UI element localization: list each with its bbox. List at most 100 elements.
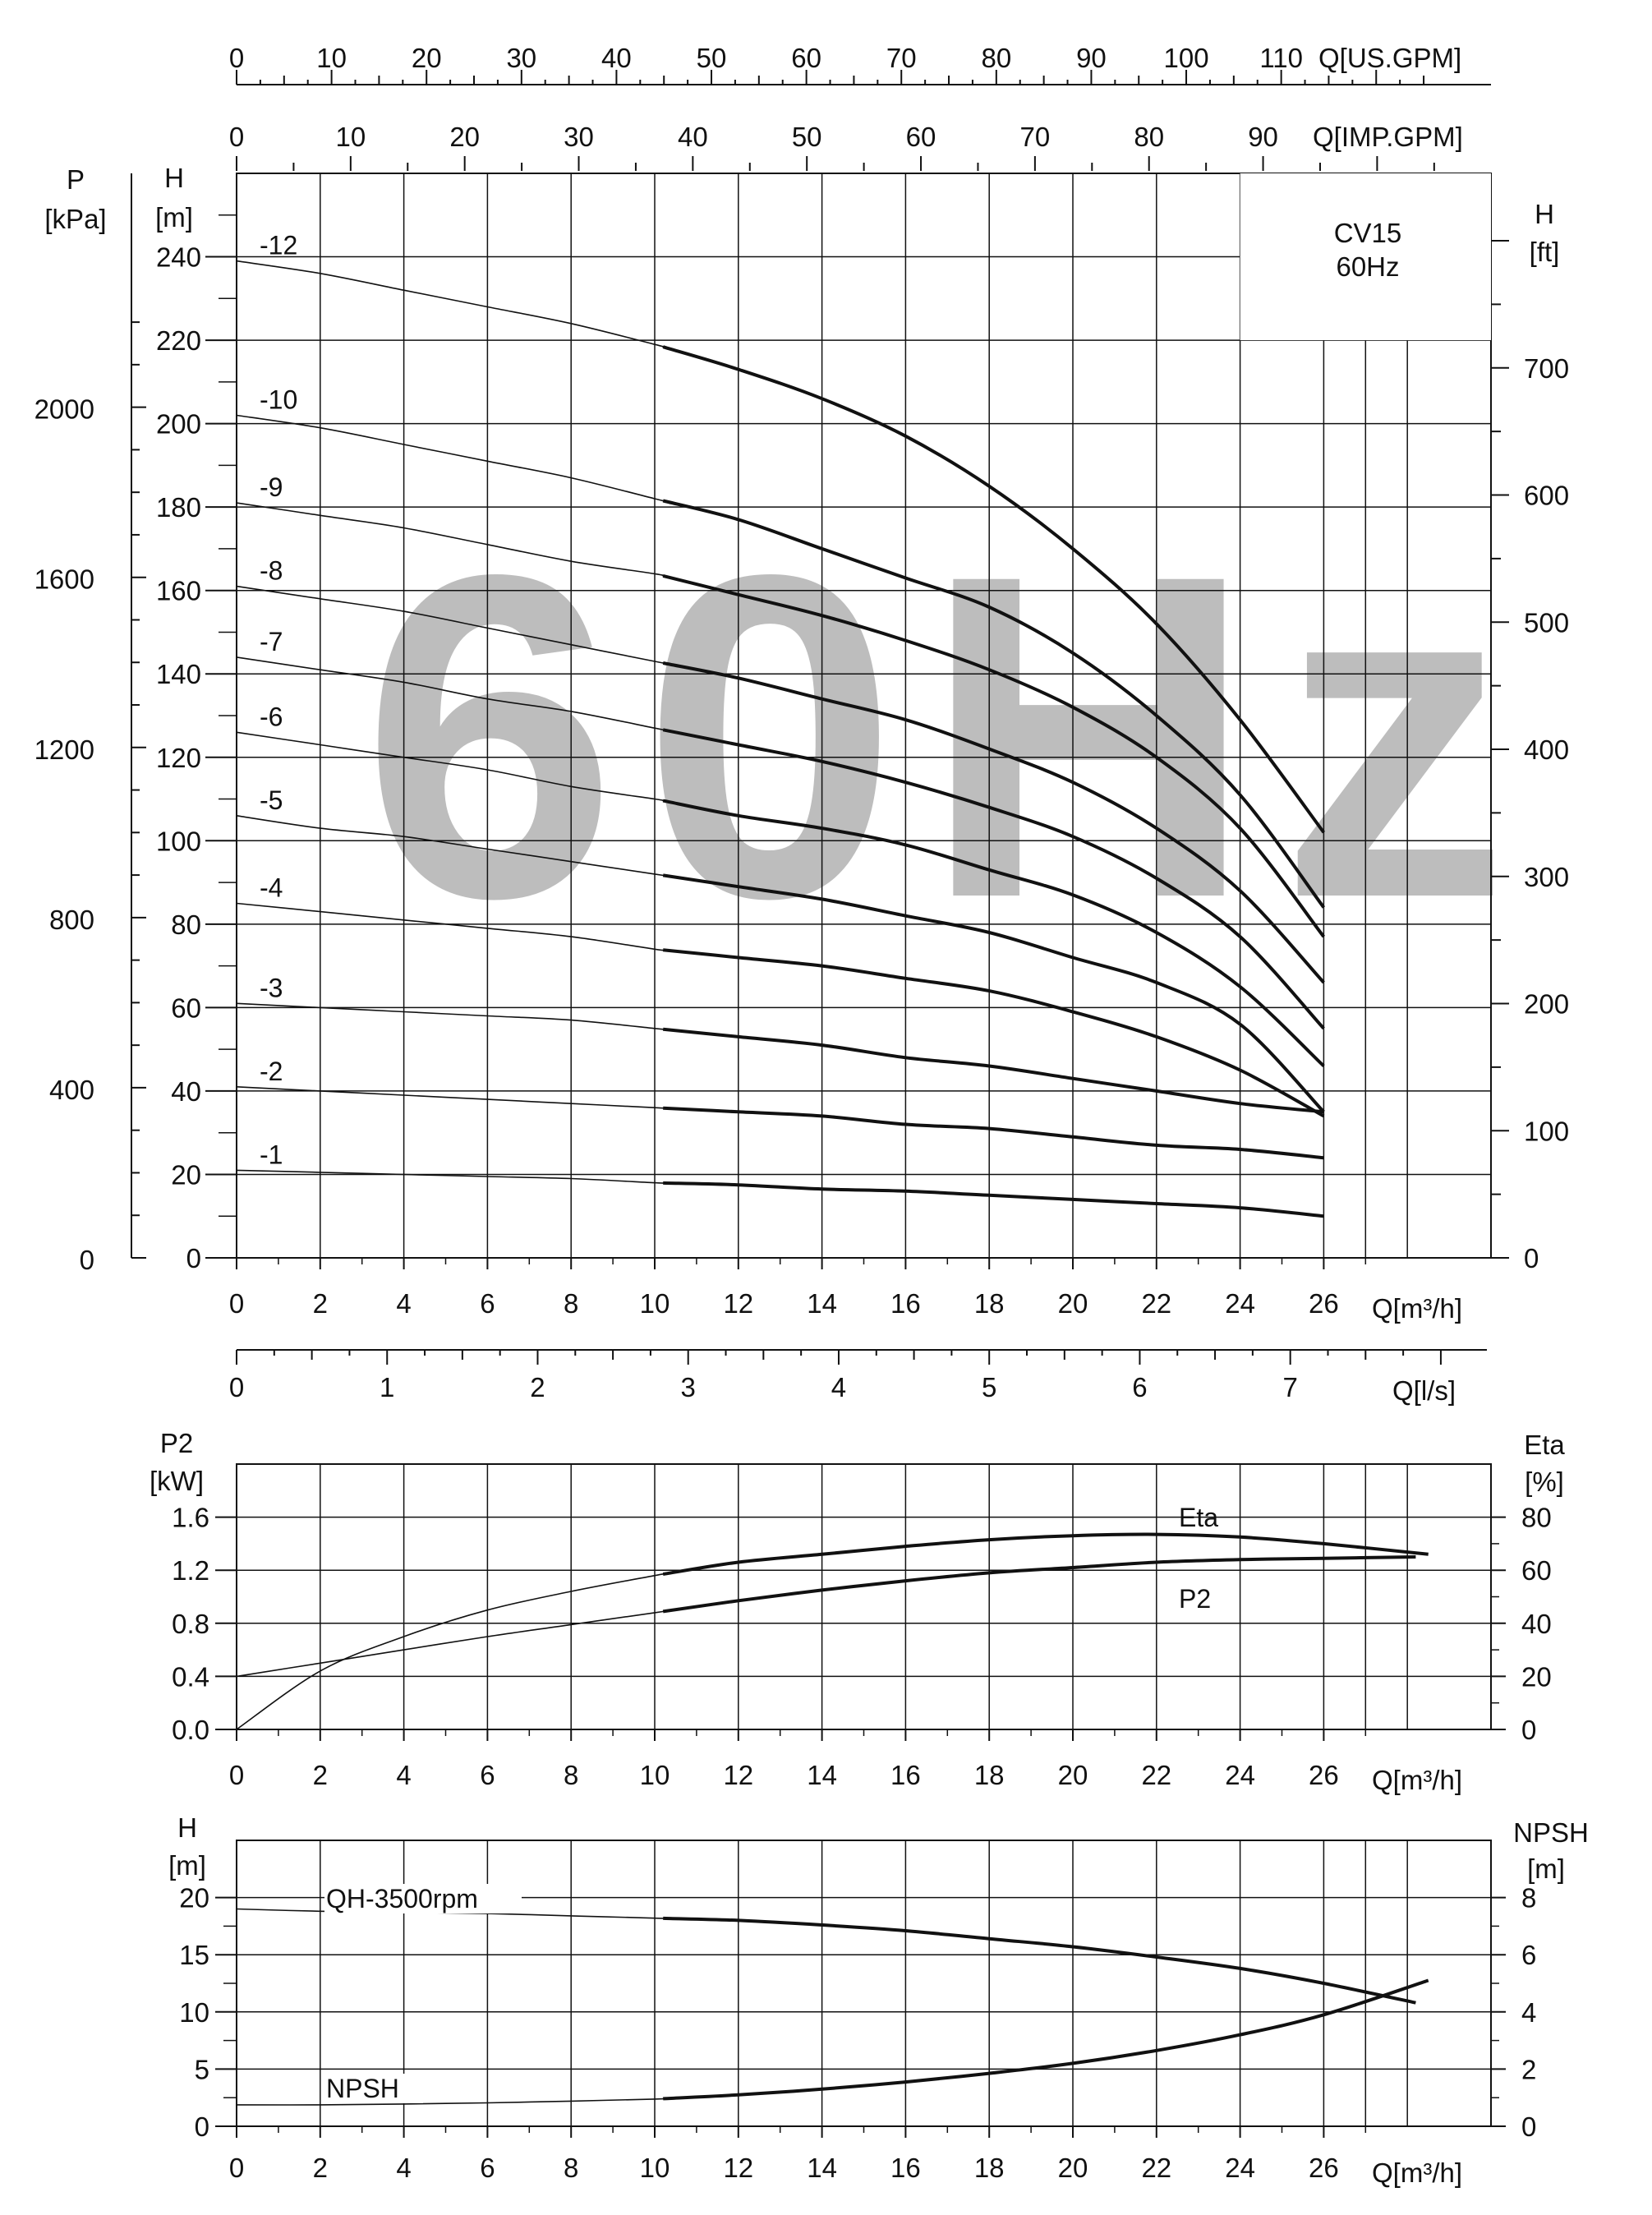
npsh-q-tick-label: 10 bbox=[640, 2153, 670, 2183]
qh-curve-thick-7 bbox=[663, 948, 1325, 1118]
p2-axis-tick-label: 1.6 bbox=[172, 1503, 209, 1533]
npsh-q-tick-label: 6 bbox=[480, 2153, 495, 2183]
p2eta-curve-thick-0 bbox=[662, 1532, 1429, 1576]
imp-gpm-tick-label: 20 bbox=[449, 122, 480, 152]
eta-curve-label: Eta bbox=[1179, 1503, 1218, 1532]
qh3500-axis-unit: [m] bbox=[168, 1850, 206, 1881]
title-block: CV15 60Hz bbox=[1334, 218, 1402, 282]
eta-axis-tick-label: 20 bbox=[1521, 1661, 1552, 1692]
title-block-frame bbox=[1240, 173, 1491, 341]
p2-axis-tick-label: 1.2 bbox=[172, 1555, 209, 1586]
eta-axis-tick-label: 0 bbox=[1521, 1715, 1536, 1745]
p2-axis-unit: [kW] bbox=[150, 1466, 204, 1496]
us-gpm-tick-label: 0 bbox=[229, 43, 244, 73]
npsh-axis-tick-label: 2 bbox=[1521, 2054, 1536, 2084]
imp-gpm-tick-label: 10 bbox=[335, 122, 366, 152]
h-axis-tick-label: 60 bbox=[171, 992, 201, 1023]
qhnpsh-curve-thick-1 bbox=[663, 1978, 1429, 2101]
ls-axis-tick-label: 3 bbox=[681, 1372, 696, 1402]
npsh-q-tick-label: 14 bbox=[807, 2153, 837, 2183]
ft-axis-tick-label: 600 bbox=[1524, 481, 1569, 511]
npsh-axis-title: NPSH bbox=[1513, 1817, 1589, 1848]
qh-curve-thin-9 bbox=[236, 1086, 665, 1109]
p2-axis-tick-label: 0.4 bbox=[172, 1661, 209, 1692]
qh-curve-thick-1 bbox=[662, 499, 1326, 909]
qh-curve-thin-1 bbox=[236, 414, 665, 502]
qh-curve-thin-5 bbox=[236, 731, 665, 802]
p2eta-curve-thick-1 bbox=[662, 1555, 1416, 1614]
ft-axis-tick-label: 500 bbox=[1524, 607, 1569, 638]
pressure-axis-unit: [kPa] bbox=[44, 204, 106, 234]
npsh-curve-label: NPSH bbox=[326, 2074, 399, 2103]
stage-curve-label: -1 bbox=[260, 1140, 283, 1169]
p2-axis-tick-label: 0.0 bbox=[172, 1715, 209, 1745]
qh-curve-thin-0 bbox=[236, 260, 665, 348]
qh-curve-thin-7 bbox=[236, 902, 665, 951]
p2-q-tick-label: 12 bbox=[723, 1760, 753, 1790]
ls-axis-tick-label: 7 bbox=[1283, 1372, 1298, 1402]
qh-curve-thin-2 bbox=[236, 502, 665, 577]
ls-axis-tick-label: 6 bbox=[1132, 1372, 1147, 1402]
npsh-axis-tick-label: 8 bbox=[1521, 1883, 1536, 1913]
eta-axis-tick-label: 40 bbox=[1521, 1609, 1552, 1639]
npsh-axis-tick-label: 6 bbox=[1521, 1940, 1536, 1970]
p2-q-axis-title: Q[m³/h] bbox=[1372, 1765, 1462, 1795]
stage-curve-label: -7 bbox=[260, 627, 283, 656]
qh-curve-thin-4 bbox=[236, 656, 665, 731]
ls-axis-tick-label: 1 bbox=[380, 1372, 394, 1402]
q-axis-tick-label: 22 bbox=[1141, 1288, 1171, 1319]
pressure-axis-tick-label: 400 bbox=[49, 1075, 94, 1105]
pressure-axis-tick-label: 1200 bbox=[35, 734, 94, 765]
us-gpm-tick-label: 40 bbox=[601, 43, 632, 73]
pressure-axis-tick-label: 800 bbox=[49, 905, 94, 935]
q-axis-tick-label: 14 bbox=[807, 1288, 837, 1319]
ls-axis-tick-label: 4 bbox=[831, 1372, 846, 1402]
q-axis-tick-label: 4 bbox=[396, 1288, 411, 1319]
qh-curve-thick-5 bbox=[662, 799, 1325, 1067]
imp-gpm-axis-title: Q[IMP.GPM] bbox=[1313, 122, 1463, 152]
us-gpm-tick-label: 50 bbox=[697, 43, 727, 73]
ft-axis-unit: [ft] bbox=[1530, 237, 1560, 267]
p2-q-tick-label: 16 bbox=[890, 1760, 921, 1790]
us-gpm-tick-label: 10 bbox=[316, 43, 347, 73]
qh-curve-thin-3 bbox=[236, 585, 665, 665]
npsh-q-tick-label: 8 bbox=[564, 2153, 578, 2183]
imp-gpm-tick-label: 30 bbox=[564, 122, 594, 152]
stage-curve-label: -12 bbox=[260, 231, 297, 260]
imp-gpm-tick-label: 80 bbox=[1134, 122, 1164, 152]
imp-gpm-tick-label: 0 bbox=[229, 122, 244, 152]
p2-q-tick-label: 22 bbox=[1141, 1760, 1171, 1790]
us-gpm-axis-title: Q[US.GPM] bbox=[1318, 43, 1461, 73]
qh3500-axis-tick-label: 20 bbox=[179, 1883, 209, 1913]
p2-axis-title: P2 bbox=[160, 1428, 193, 1458]
npsh-q-tick-label: 22 bbox=[1141, 2153, 1171, 2183]
qh3500-axis-title: H bbox=[177, 1812, 197, 1843]
npsh-q-tick-label: 12 bbox=[723, 2153, 753, 2183]
q-axis-tick-label: 18 bbox=[974, 1288, 1005, 1319]
npsh-q-tick-label: 16 bbox=[890, 2153, 921, 2183]
p2-axis-tick-label: 0.8 bbox=[172, 1609, 209, 1639]
us-gpm-tick-label: 80 bbox=[981, 43, 1011, 73]
qh-curve-thick-8 bbox=[663, 1027, 1324, 1114]
p2-q-tick-label: 8 bbox=[564, 1760, 578, 1790]
p2-plot-frame bbox=[236, 1463, 1492, 1730]
qh3500-axis-tick-label: 0 bbox=[195, 2111, 209, 2142]
qh-curve-thick-10 bbox=[663, 1181, 1324, 1218]
npsh-axis-tick-label: 4 bbox=[1521, 1997, 1536, 2028]
us-gpm-tick-label: 60 bbox=[791, 43, 821, 73]
npsh-q-tick-label: 24 bbox=[1225, 2153, 1255, 2183]
q-axis-tick-label: 2 bbox=[313, 1288, 328, 1319]
p2-q-tick-label: 18 bbox=[974, 1760, 1005, 1790]
h-axis-tick-label: 40 bbox=[171, 1076, 201, 1107]
qh-curve-thick-9 bbox=[663, 1106, 1324, 1160]
stage-curve-label: -8 bbox=[260, 556, 283, 586]
pressure-axis-title: P bbox=[67, 164, 85, 195]
model-label: CV15 bbox=[1334, 218, 1402, 248]
q-axis-tick-label: 10 bbox=[640, 1288, 670, 1319]
p2-q-tick-label: 6 bbox=[480, 1760, 495, 1790]
qh-curve-thick-2 bbox=[662, 573, 1325, 938]
qhnpsh-curve-thin-0 bbox=[236, 1908, 665, 1919]
q-axis-tick-label: 24 bbox=[1225, 1288, 1255, 1319]
h-axis-tick-label: 240 bbox=[156, 242, 201, 273]
